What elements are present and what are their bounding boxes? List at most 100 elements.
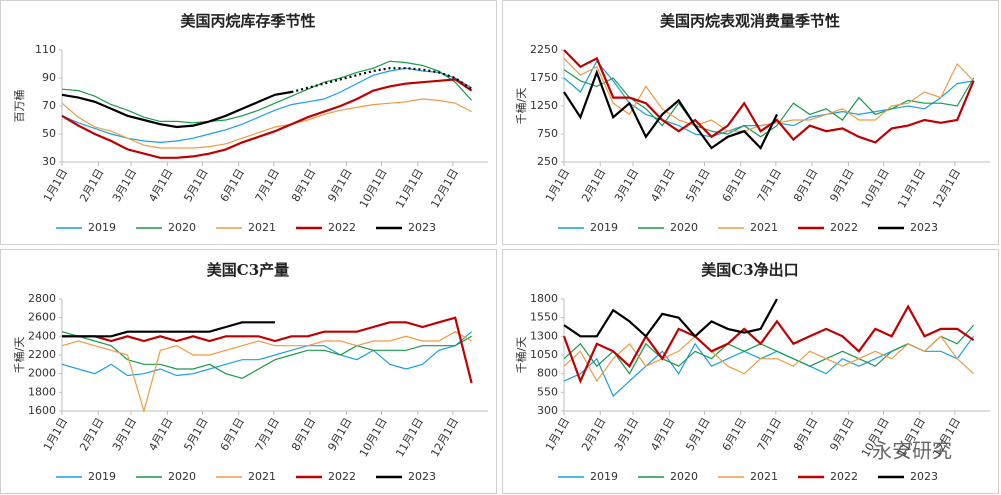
x-tick-label: 3月1日 xyxy=(110,416,139,454)
legend-label: 2023 xyxy=(408,470,436,483)
x-tick-label: 5月1日 xyxy=(181,167,210,205)
x-tick-label: 12月1日 xyxy=(428,167,461,211)
legend-label: 2019 xyxy=(88,470,116,483)
x-tick-label: 7月1日 xyxy=(253,167,282,205)
series-line xyxy=(562,304,975,385)
y-tick-label: 550 xyxy=(537,385,558,398)
legend-label: 2023 xyxy=(910,221,938,234)
x-tick-label: 10月1日 xyxy=(357,167,390,211)
x-tick-label: 4月1日 xyxy=(648,167,677,205)
x-tick-label: 6月1日 xyxy=(720,167,749,205)
x-tick-label: 10月1日 xyxy=(357,416,390,460)
y-tick-label: 1800 xyxy=(530,292,558,305)
legend-label: 2019 xyxy=(590,470,618,483)
x-tick-label: 7月1日 xyxy=(755,167,784,205)
y-axis-label: 千桶/天 xyxy=(12,337,26,374)
legend-label: 2020 xyxy=(168,470,196,483)
series-line xyxy=(61,60,473,124)
legend-label: 2019 xyxy=(88,221,116,234)
legend-label: 2020 xyxy=(670,221,698,234)
y-tick-label: 1250 xyxy=(530,99,558,112)
chart-title: 美国C3产量 xyxy=(207,261,289,279)
y-tick-label: 70 xyxy=(42,99,56,112)
y-tick-label: 250 xyxy=(537,155,558,168)
legend-label: 2019 xyxy=(590,221,618,234)
series-line xyxy=(61,331,472,414)
x-tick-label: 8月1日 xyxy=(791,416,820,454)
chart-title: 美国丙烷库存季节性 xyxy=(180,12,315,30)
y-tick-label: 750 xyxy=(537,127,558,140)
series-line xyxy=(563,298,778,338)
legend-label: 2021 xyxy=(750,221,778,234)
x-tick-label: 10月1日 xyxy=(859,167,892,211)
y-tick-label: 2200 xyxy=(28,348,56,361)
x-tick-label: 11月1日 xyxy=(393,416,426,460)
y-tick-label: 1750 xyxy=(530,71,558,84)
x-tick-label: 2月1日 xyxy=(77,167,106,205)
x-tick-label: 6月1日 xyxy=(218,167,247,205)
y-tick-label: 1300 xyxy=(530,329,558,342)
panel-border xyxy=(502,0,999,245)
series-line xyxy=(563,49,975,144)
series-line xyxy=(563,324,975,375)
x-tick-label: 4月1日 xyxy=(648,416,677,454)
legend-label: 2020 xyxy=(670,470,698,483)
series-line xyxy=(62,321,275,338)
y-tick-label: 90 xyxy=(42,71,56,84)
y-tick-label: 2000 xyxy=(28,367,56,380)
series-line xyxy=(61,67,472,144)
x-tick-label: 11月1日 xyxy=(393,167,426,211)
x-tick-label: 3月1日 xyxy=(612,416,641,454)
x-tick-label: 9月1日 xyxy=(325,416,354,454)
x-tick-label: 3月1日 xyxy=(612,167,641,205)
series-line xyxy=(61,331,472,379)
y-tick-label: 50 xyxy=(42,127,56,140)
x-tick-label: 7月1日 xyxy=(253,416,282,454)
series-line xyxy=(563,57,975,132)
panel-border xyxy=(0,249,497,494)
x-tick-label: 11月1日 xyxy=(895,167,928,211)
legend-label: 2021 xyxy=(248,470,276,483)
x-tick-label: 5月1日 xyxy=(683,167,712,205)
x-tick-label: 8月1日 xyxy=(289,167,318,205)
y-axis-label: 千桶/天 xyxy=(514,88,528,125)
x-tick-label: 2月1日 xyxy=(579,416,608,454)
watermark: 永安研究 xyxy=(872,439,952,463)
x-tick-label: 1月1日 xyxy=(543,167,572,205)
series-line xyxy=(61,78,473,159)
y-tick-label: 110 xyxy=(35,43,56,56)
y-tick-label: 1550 xyxy=(530,311,558,324)
legend-label: 2022 xyxy=(328,221,356,234)
legend-label: 2023 xyxy=(408,221,436,234)
x-tick-label: 1月1日 xyxy=(41,167,70,205)
chart-title: 美国C3净出口 xyxy=(701,261,798,279)
panel-border xyxy=(0,0,497,245)
x-tick-label: 2月1日 xyxy=(77,416,106,454)
y-axis-label: 百万桶 xyxy=(12,90,26,123)
x-tick-label: 4月1日 xyxy=(146,167,175,205)
x-tick-label: 12月1日 xyxy=(930,167,963,211)
y-tick-label: 2800 xyxy=(28,292,56,305)
x-tick-label: 12月1日 xyxy=(428,416,461,460)
y-axis-label: 千桶/天 xyxy=(514,337,528,374)
legend-label: 2021 xyxy=(248,221,276,234)
legend-label: 2021 xyxy=(750,470,778,483)
x-tick-label: 1月1日 xyxy=(543,416,572,454)
x-tick-label: 9月1日 xyxy=(325,167,354,205)
series-line xyxy=(563,69,778,150)
x-tick-label: 9月1日 xyxy=(827,416,856,454)
y-tick-label: 1800 xyxy=(28,385,56,398)
legend-label: 2023 xyxy=(910,470,938,483)
x-tick-label: 6月1日 xyxy=(218,416,247,454)
series-line xyxy=(291,67,473,94)
y-tick-label: 2600 xyxy=(28,311,56,324)
x-tick-label: 2月1日 xyxy=(579,167,608,205)
x-tick-label: 6月1日 xyxy=(720,416,749,454)
y-tick-label: 800 xyxy=(537,367,558,380)
x-tick-label: 1月1日 xyxy=(41,416,70,454)
y-tick-label: 300 xyxy=(537,404,558,417)
x-tick-label: 4月1日 xyxy=(146,416,175,454)
y-tick-label: 2250 xyxy=(530,43,558,56)
series-line xyxy=(61,98,472,149)
